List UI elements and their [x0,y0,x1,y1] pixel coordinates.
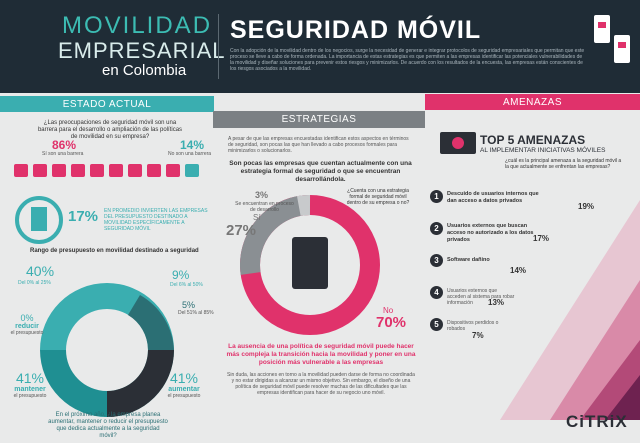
closing: Sin duda, las acciones en torno a la mov… [227,372,415,396]
range-label: Del 6% al 50% [170,282,203,288]
no-label: No son una barrera [168,151,212,157]
donut-question: ¿Cuenta con una estrategia formal de seg… [346,188,410,206]
threat-pct: 17% [533,234,550,243]
question: ¿Las preocupaciones de seguridad móvil s… [37,120,183,140]
no-pct: 70% [376,314,407,331]
range-pct: 5% [182,300,196,310]
dev-label: Se encuentran en proceso de desarrollo [235,201,294,213]
yes-pct: 27% [226,222,257,239]
rank: 3 [430,254,443,267]
brand-logo: CiTRiX [566,412,628,431]
no-label: No [383,306,394,315]
range-label: Del 51% al 85% [178,310,214,316]
title: TOP 5 AMENAZAS [480,133,586,147]
yes-label: Sí son una barrera [42,151,84,157]
plan-pct: 41% [15,370,45,386]
plan-rest: el presupuesto [10,330,44,336]
plan: 41% mantener el presupuesto [8,370,52,399]
threat-text: Descuido de usuarios internos que dan ac… [447,191,539,204]
plan-word: mantener [14,386,46,393]
lock-row [14,164,199,177]
threat-text: Usuarios externos que buscan acceso no a… [447,223,534,243]
threat-text: Dispositivos perdidos o robados [447,320,499,332]
subtitle: AL IMPLEMENTAR INICIATIVAS MÓVILES [480,147,606,154]
highlight: La ausencia de una política de seguridad… [226,343,416,366]
title-word: EMPRESARIAL [58,38,226,63]
yes-label: Sí [253,213,261,222]
infra-icon [15,196,63,244]
budget-donuts [40,283,174,417]
threat-text: Software dañino [447,257,490,263]
yes-pct: 86% [52,138,77,152]
intro: Con la adopción de la movilidad dentro d… [230,48,585,72]
rank: 2 [430,222,443,235]
plan-pct: 41% [169,370,199,386]
threat-pct: 13% [488,298,505,307]
range-label: Del 0% al 25% [18,280,51,286]
threat-rays [500,200,640,420]
threat-pct: 14% [510,266,527,275]
section-heading: ESTRATEGIAS [213,111,425,128]
threat-icon [440,132,476,154]
intro: A pesar de que las empresas encuestadas … [228,136,409,154]
infra-pct: 17% [68,208,99,225]
question: ¿cuál es la principal amenaza a la segur… [505,158,622,170]
dev-pct: 3% [255,190,269,200]
threat-pct: 7% [472,331,484,340]
header [0,0,640,93]
range-pct: 9% [172,268,190,282]
phone-icons [594,15,630,63]
divider [218,14,219,79]
plan-rest: el presupuesto [13,393,47,399]
plan: 41% aumentar el presupuesto [162,370,206,399]
title-sub: en Colombia [102,62,187,79]
plan: 0% reducir el presupuesto [10,313,44,336]
question: Son pocas las empresas que cuentan actua… [229,160,412,183]
plan-word: reducir [15,323,39,330]
rank: 5 [430,318,443,331]
section-heading: ESTADO ACTUAL [0,96,214,112]
threat-text: Usuarios externos que acceden al sistema… [447,288,515,306]
plan-rest: el presupuesto [167,393,201,399]
plan-pct: 0% [20,313,34,323]
future-question: En el próximo año, ¿la empresa planea au… [48,412,168,439]
strategy-donut [240,195,380,335]
rank: 1 [430,190,443,203]
no-pct: 14% [180,138,205,152]
range-pct: 40% [26,263,55,279]
title-word: MOVILIDAD [62,12,213,39]
plan-word: aumentar [168,386,200,393]
threat-pct: 19% [578,202,595,211]
range-title: Rango de presupuesto en movilidad destin… [30,248,199,254]
main-title: SEGURIDAD MÓVIL [230,16,482,44]
rank: 4 [430,286,443,299]
section-heading: AMENAZAS [425,94,640,110]
infra-text: EN PROMEDIO INVIERTEN LAS EMPRESAS DEL P… [104,208,208,232]
